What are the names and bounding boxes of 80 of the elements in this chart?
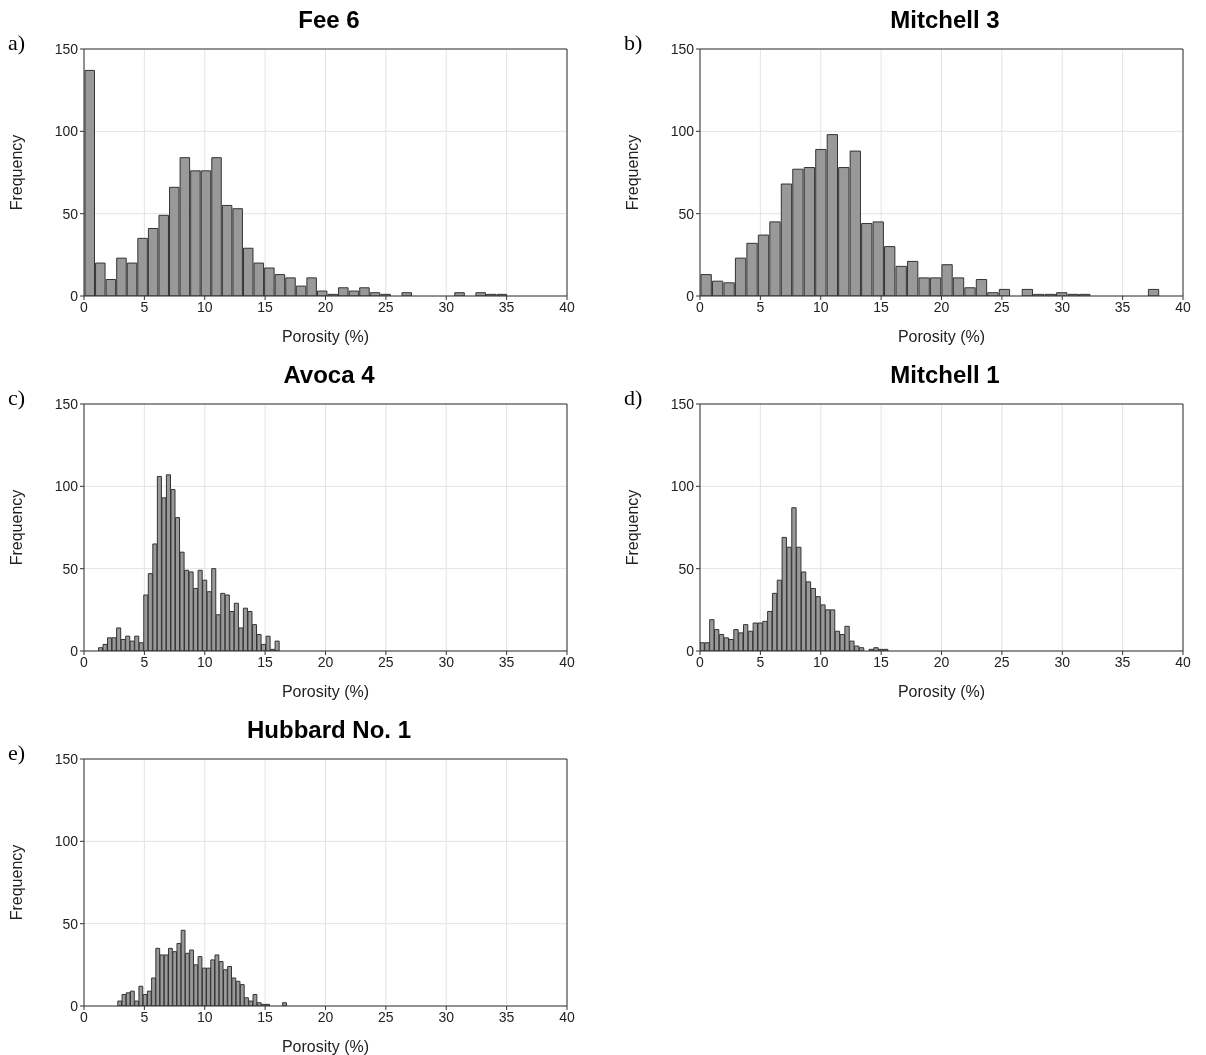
chart-title: Hubbard No. 1	[246, 716, 412, 744]
text: b)	[624, 30, 643, 56]
x-tick-label: 10	[196, 298, 213, 315]
x-axis-title: Porosity (%)	[281, 1038, 370, 1055]
y-tick-label: 50	[62, 205, 79, 222]
x-tick-label: 15	[257, 1008, 274, 1025]
x-tick-label: 20	[933, 298, 950, 315]
y-axis-title: Frequency	[623, 134, 641, 211]
x-tick-label: 10	[812, 653, 829, 670]
text: c)	[8, 385, 26, 411]
y-tick-label: 150	[670, 395, 695, 412]
y-tick-label: 150	[670, 40, 695, 57]
chart-title: Avoca 4	[282, 361, 376, 389]
x-tick-label: 10	[812, 298, 829, 315]
x-tick-label: 40	[559, 653, 575, 670]
x-tick-label: 25	[378, 653, 394, 670]
y-tick-label: 50	[62, 915, 79, 932]
y-axis-title: Frequency	[7, 134, 25, 211]
x-tick-label: 20	[317, 298, 334, 315]
x-tick-label: 30	[1054, 298, 1071, 315]
x-tick-label: 10	[196, 1008, 213, 1025]
y-axis-title: Frequency	[7, 489, 25, 566]
x-tick-label: 10	[196, 653, 213, 670]
x-tick-label: 20	[317, 653, 334, 670]
y-axis-title: Frequency	[623, 489, 641, 566]
y-tick-label: 150	[54, 395, 79, 412]
x-tick-label: 30	[438, 653, 455, 670]
x-tick-label: 40	[559, 298, 575, 315]
x-axis-title: Porosity (%)	[897, 683, 986, 700]
y-tick-label: 150	[54, 40, 79, 57]
x-axis-title: Porosity (%)	[281, 683, 370, 700]
x-tick-label: 25	[994, 653, 1010, 670]
text: d)	[624, 385, 643, 411]
y-tick-label: 50	[678, 205, 695, 222]
y-tick-label: 0	[70, 997, 79, 1014]
y-tick-label: 0	[686, 642, 695, 659]
x-tick-label: 5	[756, 298, 765, 315]
x-tick-label: 25	[994, 298, 1010, 315]
x-tick-label: 40	[559, 1008, 575, 1025]
x-tick-label: 15	[873, 298, 890, 315]
x-tick-label: 30	[438, 1008, 455, 1025]
y-tick-label: 0	[70, 287, 79, 304]
x-tick-label: 35	[1114, 653, 1131, 670]
x-tick-label: 25	[378, 298, 394, 315]
y-tick-label: 50	[678, 560, 695, 577]
x-tick-label: 40	[1175, 653, 1191, 670]
x-tick-label: 35	[1114, 298, 1131, 315]
x-tick-label: 5	[140, 653, 149, 670]
y-tick-label: 150	[54, 750, 79, 767]
chart-title: Mitchell 1	[889, 361, 1001, 389]
y-tick-label: 100	[670, 123, 695, 140]
x-tick-label: 5	[756, 653, 765, 670]
x-tick-label: 35	[498, 298, 515, 315]
x-axis-title: Porosity (%)	[897, 328, 986, 345]
x-tick-label: 20	[933, 653, 950, 670]
x-tick-label: 35	[498, 653, 515, 670]
x-tick-label: 15	[257, 298, 274, 315]
chart-title: Mitchell 3	[889, 6, 1001, 34]
x-axis-title: Porosity (%)	[281, 328, 370, 345]
chart-title: Fee 6	[297, 6, 361, 34]
y-tick-label: 50	[62, 560, 79, 577]
x-tick-label: 35	[498, 1008, 515, 1025]
text: a)	[8, 30, 26, 56]
x-tick-label: 15	[873, 653, 890, 670]
y-axis-title: Frequency	[7, 844, 25, 921]
x-tick-label: 30	[1054, 653, 1071, 670]
y-tick-label: 0	[686, 287, 695, 304]
y-tick-label: 100	[54, 123, 79, 140]
y-tick-label: 100	[54, 478, 79, 495]
x-tick-label: 20	[317, 1008, 334, 1025]
y-tick-label: 100	[54, 833, 79, 850]
x-tick-label: 25	[378, 1008, 394, 1025]
y-tick-label: 0	[70, 642, 79, 659]
x-tick-label: 30	[438, 298, 455, 315]
x-tick-label: 5	[140, 298, 149, 315]
x-tick-label: 40	[1175, 298, 1191, 315]
x-tick-label: 15	[257, 653, 274, 670]
x-tick-label: 5	[140, 1008, 149, 1025]
text: e)	[8, 740, 26, 766]
y-tick-label: 100	[670, 478, 695, 495]
